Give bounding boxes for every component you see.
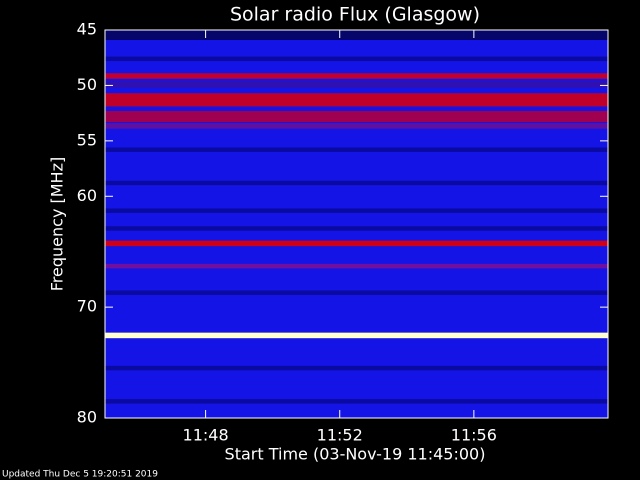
band [105, 73, 608, 79]
band [105, 290, 608, 295]
y-tick-label: 55 [77, 130, 97, 149]
band [105, 93, 608, 107]
band [105, 56, 608, 62]
y-axis-label: Frequency [MHz] [48, 157, 67, 291]
y-tick-label: 80 [77, 408, 97, 427]
band [105, 240, 608, 247]
band [105, 332, 608, 339]
x-tick-label: 11:48 [183, 426, 229, 445]
y-tick-label: 60 [77, 186, 97, 205]
band [105, 30, 608, 40]
band [105, 180, 608, 186]
band [105, 399, 608, 404]
x-tick-label: 11:56 [451, 426, 497, 445]
band [105, 110, 608, 123]
band [105, 226, 608, 231]
band [105, 147, 608, 152]
band [105, 80, 608, 88]
y-tick-label: 70 [77, 297, 97, 316]
band [105, 263, 608, 269]
plot-background [105, 30, 608, 418]
band [105, 208, 608, 213]
y-tick-label: 45 [77, 20, 97, 39]
x-axis-label: Start Time (03-Nov-19 11:45:00) [225, 445, 486, 464]
footer: Updated Thu Dec 5 19:20:51 2019 [2, 470, 158, 480]
x-tick-label: 11:52 [317, 426, 363, 445]
chart-title: Solar radio Flux (Glasgow) [230, 4, 480, 26]
band [105, 123, 608, 129]
plot-frame [104, 29, 609, 419]
y-tick-label: 50 [77, 75, 97, 94]
band [105, 365, 608, 371]
